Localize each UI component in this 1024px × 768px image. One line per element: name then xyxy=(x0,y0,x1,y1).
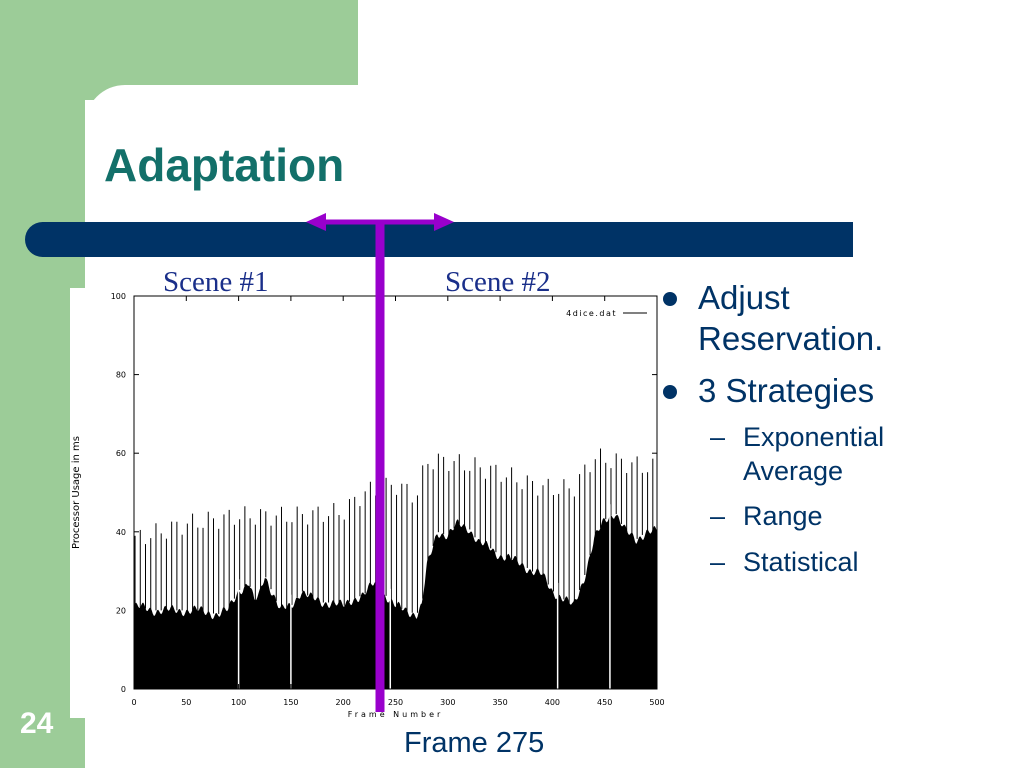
frame-275-marker xyxy=(306,213,454,712)
x-tick-label: 500 xyxy=(649,698,664,707)
usage-area-series xyxy=(134,514,657,689)
x-tick-label: 150 xyxy=(283,698,298,707)
top-green-band xyxy=(0,0,358,100)
dash-icon: – xyxy=(710,501,726,532)
scene-2-label: Scene #2 xyxy=(445,266,551,298)
chart-svg: 0 20 40 60 80 100 0 50 100 150 200 250 300 350 400 450 5… xyxy=(71,292,665,718)
x-tick-label: 0 xyxy=(131,698,136,707)
frame-275-label: Frame 275 xyxy=(404,727,545,759)
arrow-right-icon xyxy=(434,213,454,231)
x-tick-label: 100 xyxy=(231,698,246,707)
bullet-dot-icon xyxy=(663,292,677,306)
y-tick-label: 0 xyxy=(121,685,126,694)
slide-number: 24 xyxy=(20,707,54,740)
y-tick-label: 100 xyxy=(111,292,126,301)
dash-icon: – xyxy=(710,547,726,577)
x-tick-label: 250 xyxy=(388,698,403,707)
y-tick-label: 60 xyxy=(116,449,126,458)
arrow-left-icon xyxy=(306,213,326,231)
dash-icon: – xyxy=(710,421,726,452)
x-tick-label: 350 xyxy=(492,698,507,707)
x-tick-label: 300 xyxy=(440,698,455,707)
slide-title: Adaptation xyxy=(104,139,345,191)
bullet-3-strategies: 3 Strategies xyxy=(660,370,960,411)
y-tick-label: 20 xyxy=(116,606,126,615)
sub-bullet-exponential-average: – Exponential Average xyxy=(710,421,885,486)
bullet-list: Adjust Reservation. 3 Strategies – Expone… xyxy=(660,277,960,592)
y-tick-label: 80 xyxy=(116,371,126,380)
sub-bullet-range: – Range xyxy=(660,500,960,534)
x-axis-label: Frame Number xyxy=(348,710,444,718)
x-tick-label: 400 xyxy=(545,698,560,707)
x-tick-label: 50 xyxy=(181,698,191,707)
bullet-adjust-reservation: Adjust Reservation. xyxy=(660,277,960,360)
sub-bullet-statistical: – Statistical xyxy=(660,546,960,580)
bullet-dot-icon xyxy=(663,384,677,399)
legend-label: 4dice.dat xyxy=(566,309,617,318)
x-tick-label: 450 xyxy=(597,698,612,707)
y-tick-label: 40 xyxy=(116,528,126,537)
x-tick-label: 200 xyxy=(336,698,351,707)
scene-1-label: Scene #1 xyxy=(163,266,269,298)
processor-usage-chart: 0 20 40 60 80 100 0 50 100 150 200 250 300 350 400 450 5… xyxy=(70,288,670,718)
y-axis-label: Processor Usage in ms xyxy=(71,436,82,549)
